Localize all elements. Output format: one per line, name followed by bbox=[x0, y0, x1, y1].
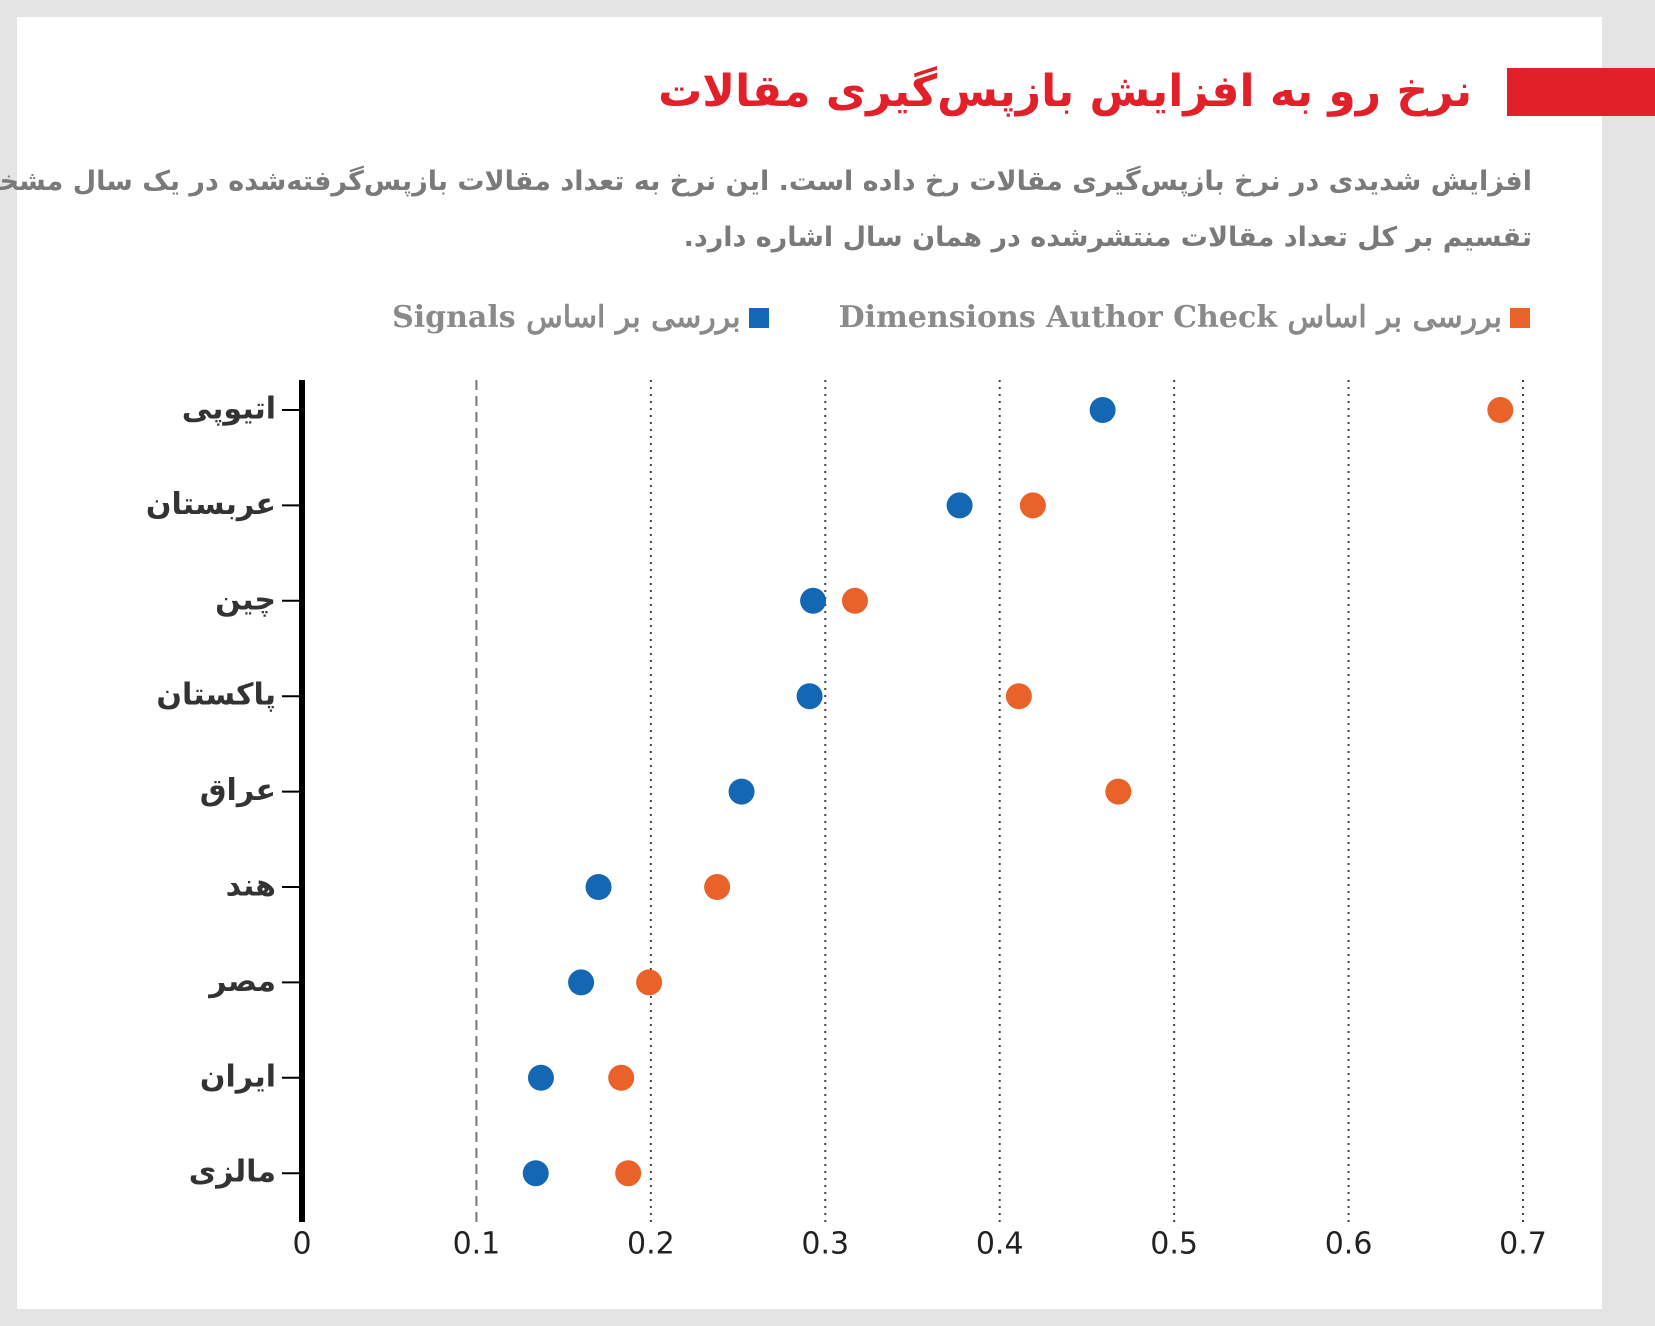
dot bbox=[615, 1160, 642, 1187]
legend-item: بررسی بر اساس Signals bbox=[392, 300, 769, 335]
legend-swatch bbox=[748, 307, 769, 328]
y-tick-label: عربستان bbox=[146, 487, 276, 522]
dot bbox=[522, 1160, 549, 1187]
dot bbox=[636, 969, 663, 996]
dot bbox=[1019, 492, 1046, 519]
dot bbox=[841, 587, 868, 614]
subtitle: افزایش شدیدی در نرخ بازپس‌گیری مقالات رخ… bbox=[0, 166, 1532, 197]
x-tick-label: 0.3 bbox=[801, 1227, 849, 1262]
x-tick-label: 0 bbox=[292, 1227, 311, 1262]
y-tick-label: اتیوپی bbox=[182, 392, 276, 427]
x-tick-label: 0.7 bbox=[1499, 1227, 1547, 1262]
legend-swatch bbox=[1510, 307, 1530, 328]
x-tick-label: 0.6 bbox=[1325, 1227, 1373, 1262]
y-tick-label: عراق bbox=[200, 773, 276, 808]
y-tick-label: مالزی bbox=[189, 1155, 276, 1190]
y-tick-label: مصر bbox=[207, 964, 276, 999]
dot bbox=[1005, 683, 1032, 710]
dot bbox=[1105, 778, 1132, 805]
legend: بررسی بر اساس Dimensions Author Check برر… bbox=[392, 300, 1530, 335]
legend-item: بررسی بر اساس Dimensions Author Check bbox=[839, 300, 1530, 335]
dot bbox=[800, 587, 827, 614]
x-tick-label: 0.5 bbox=[1150, 1227, 1198, 1262]
title-bar bbox=[1507, 68, 1655, 116]
y-tick-label: ایران bbox=[200, 1059, 276, 1094]
dot bbox=[568, 969, 595, 996]
y-tick-label: پاکستان bbox=[156, 678, 276, 713]
x-tick-label: 0.2 bbox=[627, 1227, 675, 1262]
dot bbox=[796, 683, 823, 710]
y-tick-label: چین bbox=[215, 582, 276, 617]
dot bbox=[1487, 397, 1514, 423]
legend-label: بررسی بر اساس Dimensions Author Check bbox=[838, 300, 1502, 335]
dot bbox=[704, 874, 731, 900]
x-tick-label: 0.1 bbox=[453, 1227, 501, 1262]
chart-title: نرخ رو به افزایش بازپس‌گیری مقالات bbox=[658, 66, 1472, 117]
card bbox=[17, 17, 1602, 1309]
dot bbox=[728, 778, 755, 805]
x-tick-label: 0.4 bbox=[976, 1227, 1024, 1262]
dot bbox=[946, 492, 973, 519]
dot bbox=[1089, 397, 1116, 423]
subtitle: تقسیم بر کل تعداد مقالات منتشرشده در هما… bbox=[683, 222, 1532, 253]
legend-label: بررسی بر اساس Signals bbox=[392, 300, 741, 335]
y-tick-label: هند bbox=[226, 869, 276, 904]
dot bbox=[527, 1064, 554, 1091]
dot bbox=[608, 1064, 635, 1091]
dot bbox=[585, 874, 612, 900]
